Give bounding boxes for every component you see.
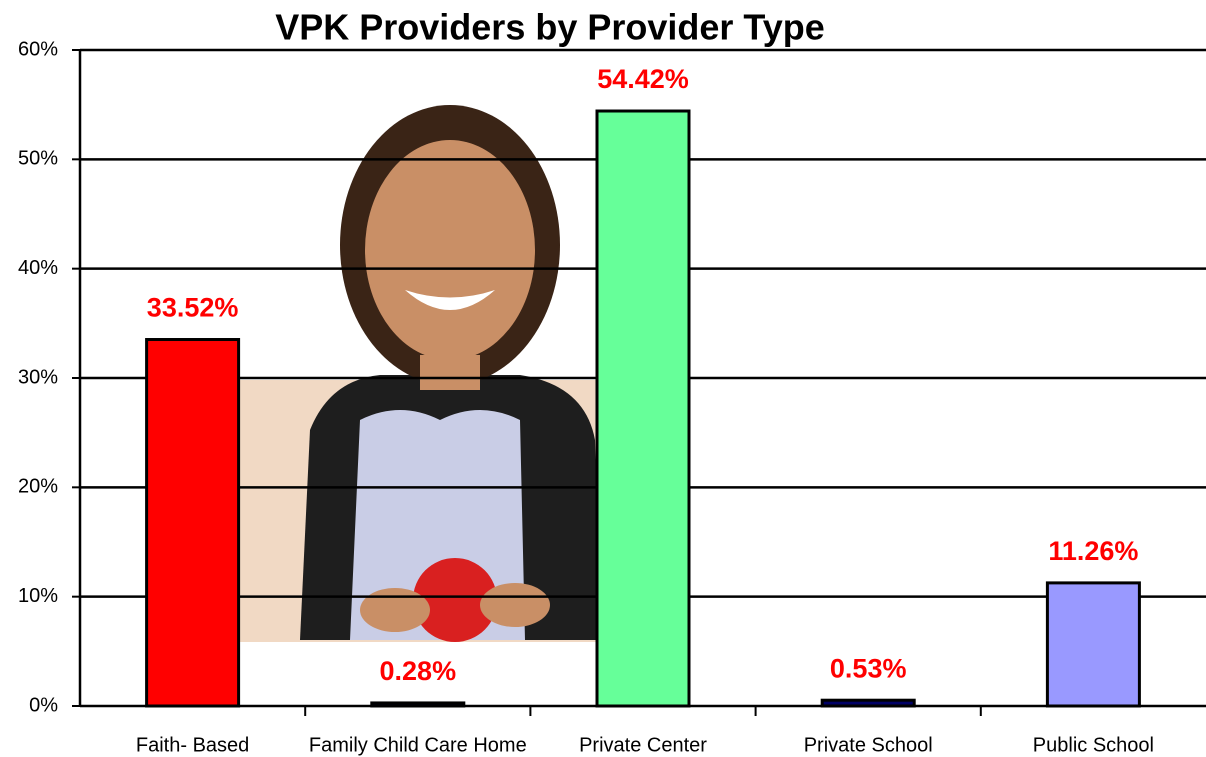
y-tick-label: 0%	[29, 694, 58, 716]
x-tick-label: Private Center	[579, 734, 707, 756]
x-tick-label: Public School	[1033, 734, 1154, 756]
bar	[820, 698, 916, 708]
bar	[595, 109, 691, 708]
y-tick-label: 50%	[18, 148, 58, 170]
x-tick-label: Faith- Based	[136, 734, 249, 756]
x-tick-label: Family Child Care Home	[309, 734, 527, 756]
y-tick-label: 40%	[18, 257, 58, 279]
photo	[240, 105, 605, 642]
y-tick-label: 10%	[18, 585, 58, 607]
bar	[145, 338, 241, 708]
y-tick-label: 60%	[18, 38, 58, 60]
value-label: 0.28%	[380, 656, 457, 686]
bar	[1045, 581, 1141, 708]
value-label: 11.26%	[1048, 536, 1138, 566]
y-tick-label: 20%	[18, 476, 58, 498]
value-label: 33.52%	[147, 293, 239, 323]
x-tick-label: Private School	[804, 734, 933, 756]
y-tick-label: 30%	[18, 366, 58, 388]
bar	[370, 701, 466, 708]
chart-title: VPK Providers by Provider Type	[275, 7, 825, 48]
value-label: 54.42%	[597, 64, 689, 94]
value-label: 0.53%	[830, 653, 907, 683]
